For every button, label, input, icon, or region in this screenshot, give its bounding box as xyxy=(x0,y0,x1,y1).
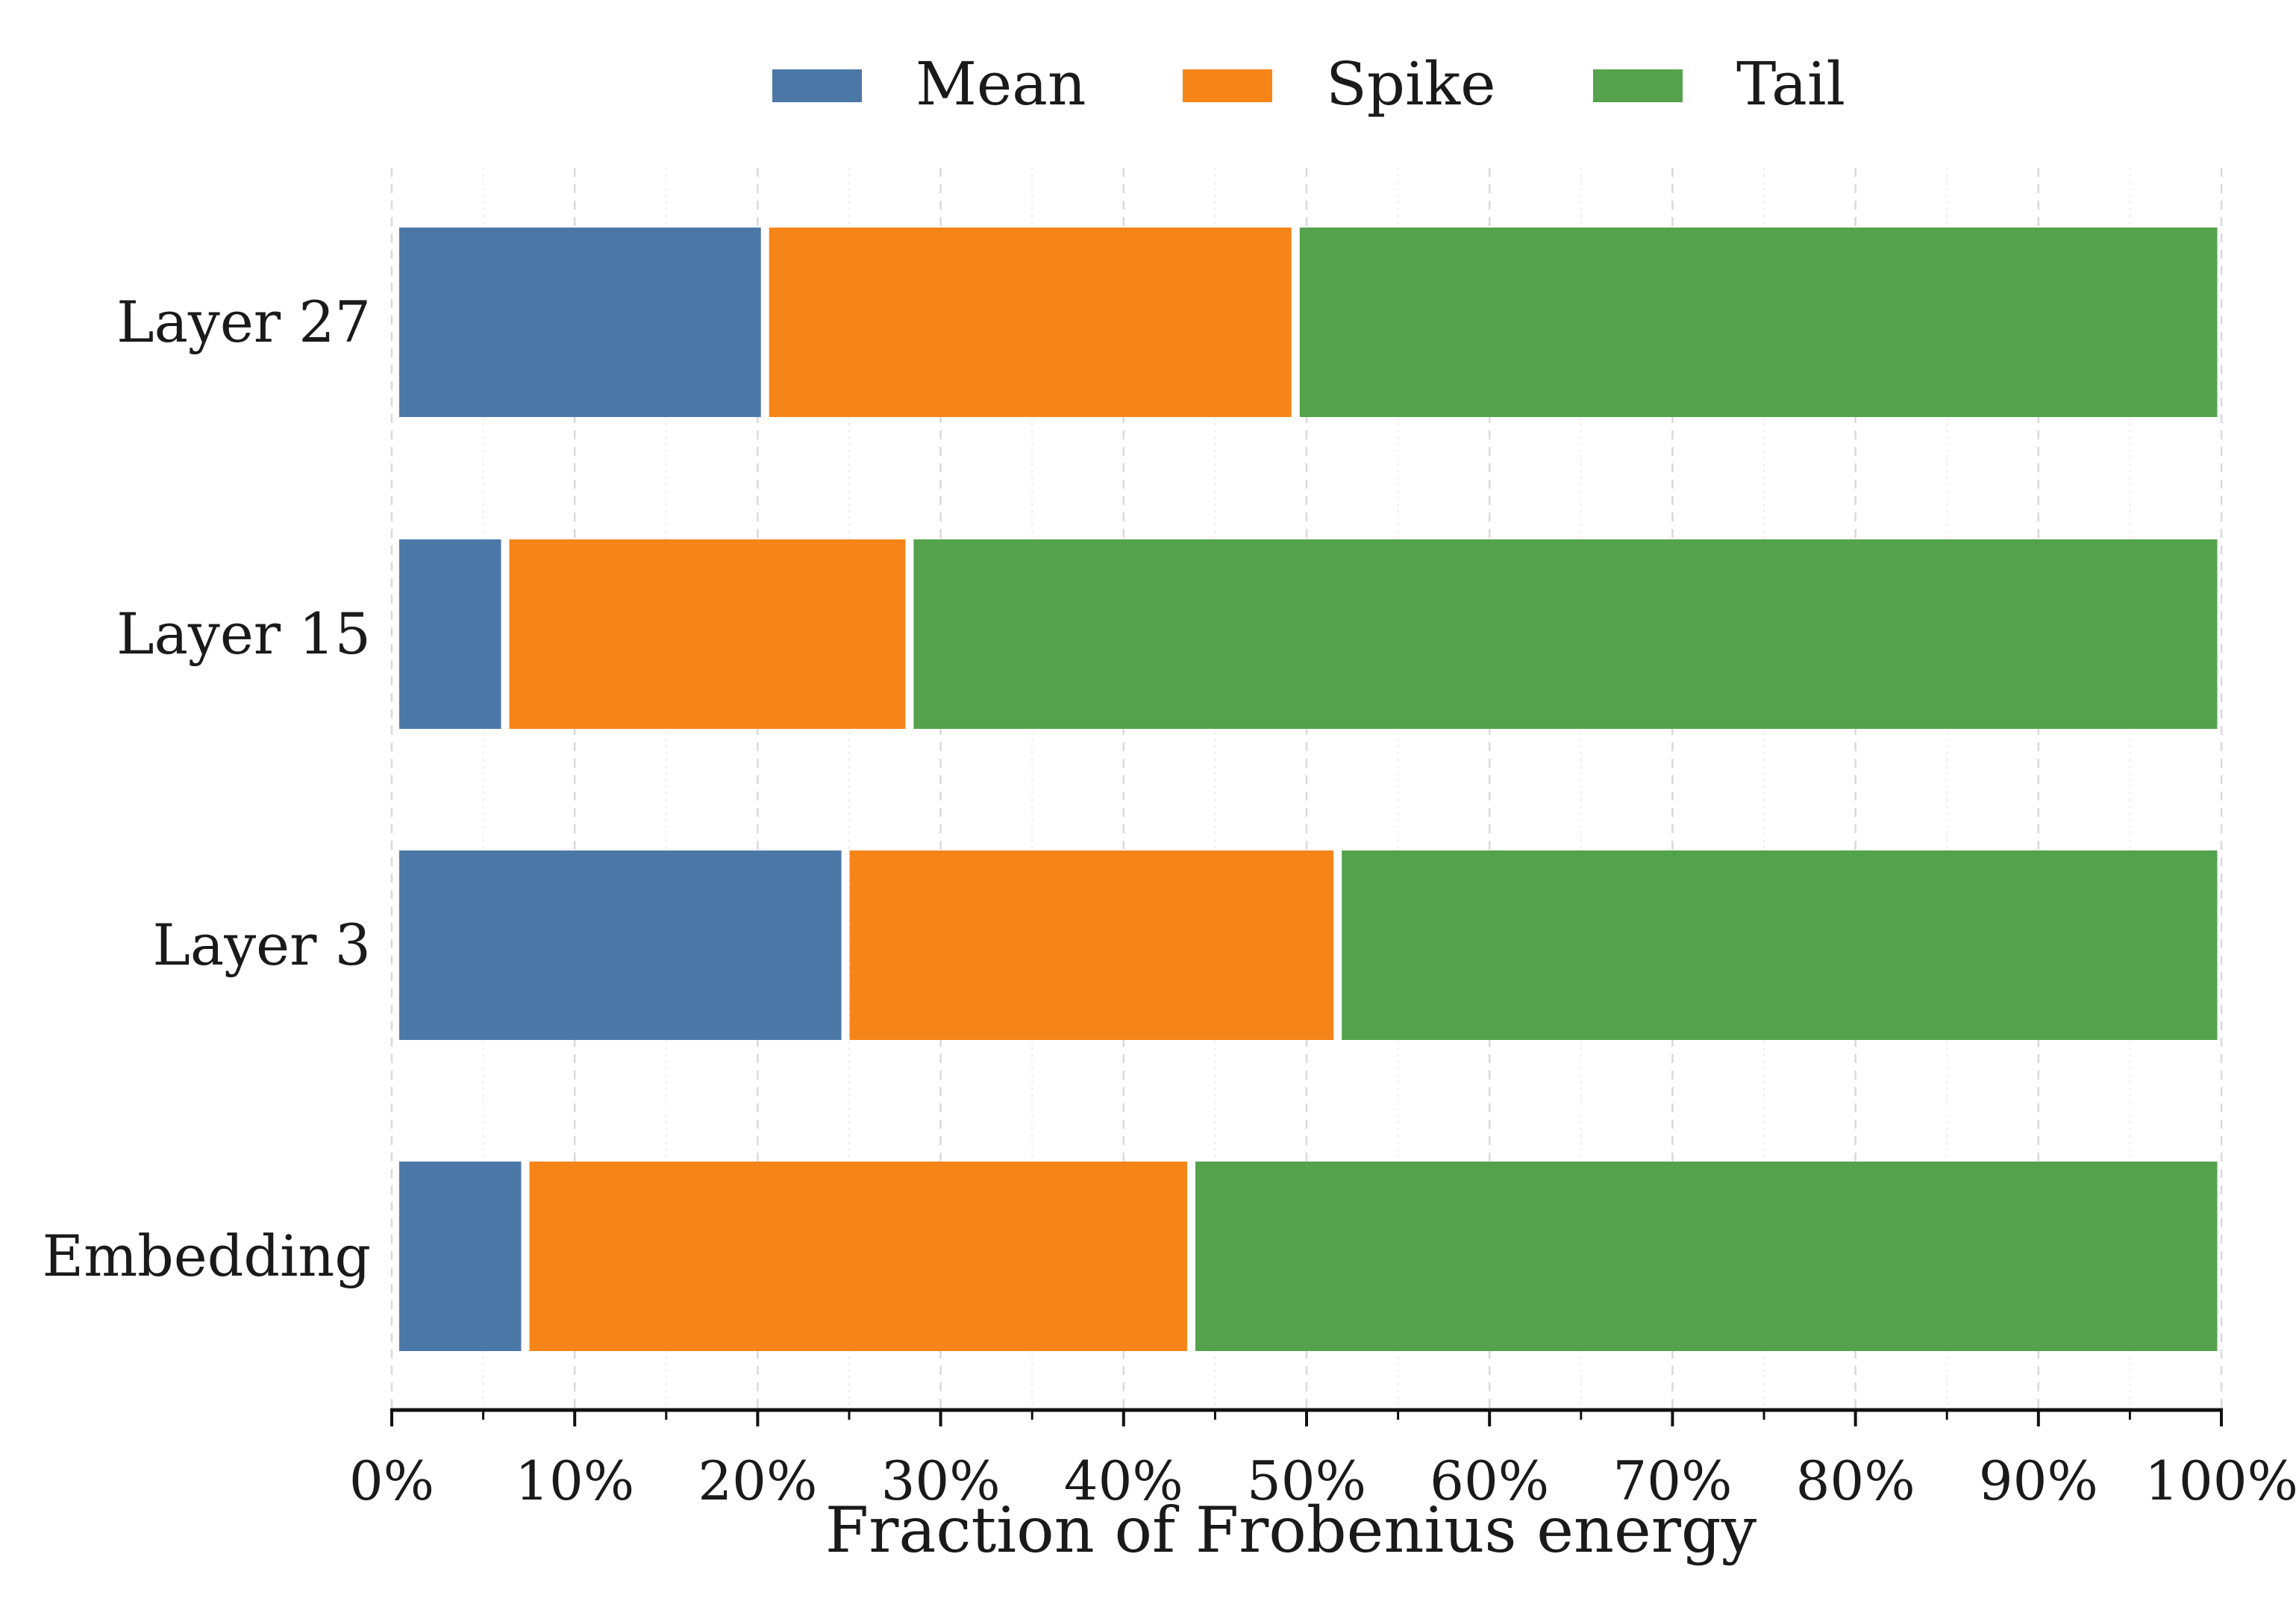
bar-segment-mean-embedding xyxy=(399,1162,522,1351)
x-tick-label: 10% xyxy=(515,1450,634,1512)
x-tick-label: 20% xyxy=(698,1450,817,1512)
x-tick-label: 50% xyxy=(1247,1450,1366,1512)
bar-segment-tail-embedding xyxy=(1195,1162,2218,1351)
legend-label-mean: Mean xyxy=(916,49,1086,119)
bar-segment-mean-layer-27 xyxy=(399,228,761,417)
x-tick-label: 90% xyxy=(1979,1450,2098,1512)
category-labels: Layer 27 Layer 15 Layer 3 Embedding xyxy=(43,289,371,1289)
x-tick-label: 80% xyxy=(1796,1450,1915,1512)
bar-segment-mean-layer-15 xyxy=(399,539,501,729)
bar-segment-tail-layer-3 xyxy=(1342,850,2218,1040)
legend-swatch-tail xyxy=(1593,69,1683,102)
x-axis-title: Fraction of Frobenius energy xyxy=(825,1494,1757,1567)
bar-segment-tail-layer-15 xyxy=(913,539,2218,729)
x-axis: 0% 10% 20% 30% 40% 50% 60% 70% 80% 90% 100% xyxy=(349,1408,2296,1512)
x-tick-label: 30% xyxy=(881,1450,1001,1512)
bar-segment-spike-layer-3 xyxy=(849,850,1334,1040)
x-tick-label: 100% xyxy=(2145,1450,2296,1512)
x-tick-label: 0% xyxy=(349,1450,434,1512)
bars xyxy=(399,228,2218,1351)
legend-swatch-mean xyxy=(772,69,862,102)
legend-label-spike: Spike xyxy=(1326,49,1495,119)
category-label: Layer 27 xyxy=(116,289,371,355)
bar-segment-spike-layer-15 xyxy=(509,539,906,729)
legend-label-tail: Tail xyxy=(1736,49,1845,119)
bar-segment-spike-layer-27 xyxy=(769,228,1292,417)
bar-segment-mean-layer-3 xyxy=(399,850,842,1040)
x-tick-label: 40% xyxy=(1064,1450,1183,1512)
legend-swatch-spike xyxy=(1183,69,1272,102)
legend: Mean Spike Tail xyxy=(772,49,1845,119)
category-label: Embedding xyxy=(43,1223,371,1289)
category-label: Layer 3 xyxy=(152,912,371,978)
x-tick-label: 60% xyxy=(1430,1450,1549,1512)
category-label: Layer 15 xyxy=(116,601,371,667)
x-tick-label: 70% xyxy=(1612,1450,1732,1512)
bar-segment-spike-embedding xyxy=(529,1162,1188,1351)
bar-segment-tail-layer-27 xyxy=(1299,228,2218,417)
